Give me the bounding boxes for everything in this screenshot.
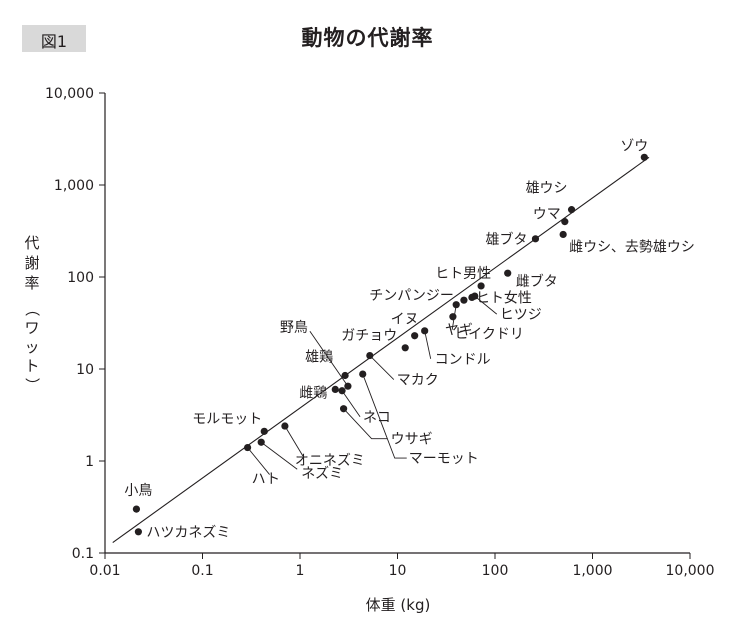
data-point <box>281 422 289 430</box>
data-point <box>331 385 339 394</box>
data-label: 雌鶏 <box>299 385 327 401</box>
leader-line <box>362 373 407 459</box>
data-point <box>477 282 485 290</box>
data-label: ヒツジ <box>500 307 542 323</box>
leader-line <box>343 408 388 440</box>
data-point <box>421 327 429 335</box>
fit-line-group <box>112 156 650 543</box>
data-point <box>341 371 349 380</box>
x-tick-label: 1 <box>296 563 305 579</box>
data-label: 雌ブタ <box>516 273 558 290</box>
data-point <box>640 153 648 161</box>
x-tick-label: 0.01 <box>89 563 120 579</box>
data-label: ハツカネズミ <box>146 525 230 541</box>
data-point <box>411 332 419 340</box>
data-point <box>257 438 265 446</box>
data-label: ハト <box>252 472 280 488</box>
data-label: ウサギ <box>391 432 433 448</box>
leader-line <box>284 425 304 457</box>
data-point <box>243 443 252 452</box>
y-tick-label: 0.1 <box>72 546 94 562</box>
leader-line <box>309 330 349 387</box>
y-tick-label: 10,000 <box>45 86 94 102</box>
y-axis-unit-char: ） <box>23 377 41 392</box>
data-point <box>339 405 348 413</box>
y-tick-label: 1,000 <box>54 178 94 194</box>
data-label: オニネズミ <box>295 453 365 469</box>
x-tick-label: 100 <box>482 563 509 579</box>
data-point <box>452 301 460 309</box>
x-tick-label: 0.1 <box>191 563 213 579</box>
data-label: ヒト女性 <box>476 289 532 306</box>
y-axis-title-char: 率 <box>24 274 39 292</box>
data-label: チンパンジー <box>369 288 454 304</box>
data-label: マーモット <box>409 451 479 467</box>
y-axis-unit-char: （ <box>23 301 41 316</box>
data-label: 小鳥 <box>124 483 152 499</box>
figure-badge-label: 図1 <box>40 32 68 51</box>
data-point <box>531 235 540 243</box>
data-point <box>460 296 468 304</box>
data-points <box>132 153 648 536</box>
data-label: 雄鶏 <box>305 349 333 365</box>
data-label: ヤギ <box>445 323 473 339</box>
data-label: 雄ブタ <box>485 231 527 248</box>
data-label: ネズミ <box>301 466 343 482</box>
data-point <box>504 269 512 277</box>
data-point <box>449 313 457 321</box>
y-axis-title: 代謝率 （ ワット ） <box>23 234 41 393</box>
x-tick-label: 10,000 <box>666 563 715 579</box>
leader-line <box>247 447 270 475</box>
fit-line <box>112 156 650 543</box>
data-label: イヌ <box>391 312 419 328</box>
data-label: ゾウ <box>620 138 648 154</box>
data-point <box>132 505 141 513</box>
leader-line <box>260 441 298 470</box>
data-label: 雄ウシ <box>526 181 568 197</box>
leader-line <box>341 390 361 418</box>
y-axis-title-char: 代 <box>24 234 39 252</box>
data-label: ガチョウ <box>341 328 397 344</box>
data-point <box>338 387 346 395</box>
x-tick-label: 10 <box>389 563 407 579</box>
leader-line <box>424 330 432 359</box>
data-point <box>567 206 576 214</box>
data-label: モルモット <box>192 411 262 427</box>
figure-badge: 図1 <box>22 25 86 52</box>
y-axis-unit-char: ト <box>24 357 39 375</box>
y-axis-title-char: 謝 <box>24 254 39 272</box>
data-label: 雌ウシ、去勢雄ウシ <box>569 239 695 255</box>
y-axis-unit-char: ッ <box>24 338 39 356</box>
chart-axes: 0.01 0.1 1 10 100 1,000 10,0000.11101001,00010… <box>45 86 715 579</box>
x-tick-label: 1,000 <box>572 563 612 579</box>
data-point <box>134 528 142 536</box>
y-tick-label: 1 <box>85 454 94 470</box>
data-point <box>561 218 569 226</box>
data-label: 野鳥 <box>280 320 308 336</box>
data-point <box>366 351 374 360</box>
leader-lines <box>247 295 498 475</box>
y-axis-unit-char: ワ <box>24 319 39 337</box>
y-tick-label: 10 <box>76 362 94 378</box>
data-label: ネコ <box>363 410 391 426</box>
data-label: ウマ <box>533 207 561 223</box>
data-point <box>401 344 409 352</box>
data-label: ヒト男性 <box>435 266 491 282</box>
leader-line <box>474 295 498 315</box>
y-tick-label: 100 <box>67 270 94 286</box>
x-axis-title: 体重 (kg) <box>366 596 431 614</box>
data-point <box>468 293 476 302</box>
data-point <box>559 230 567 239</box>
data-point <box>359 370 367 378</box>
data-point <box>344 382 352 390</box>
chart-title: 動物の代謝率 <box>301 26 434 50</box>
data-point <box>260 427 268 435</box>
data-label: マカク <box>397 373 439 389</box>
leader-line <box>369 355 395 380</box>
data-label: コンドル <box>435 352 491 368</box>
data-label: ヒイクドリ <box>454 327 524 343</box>
